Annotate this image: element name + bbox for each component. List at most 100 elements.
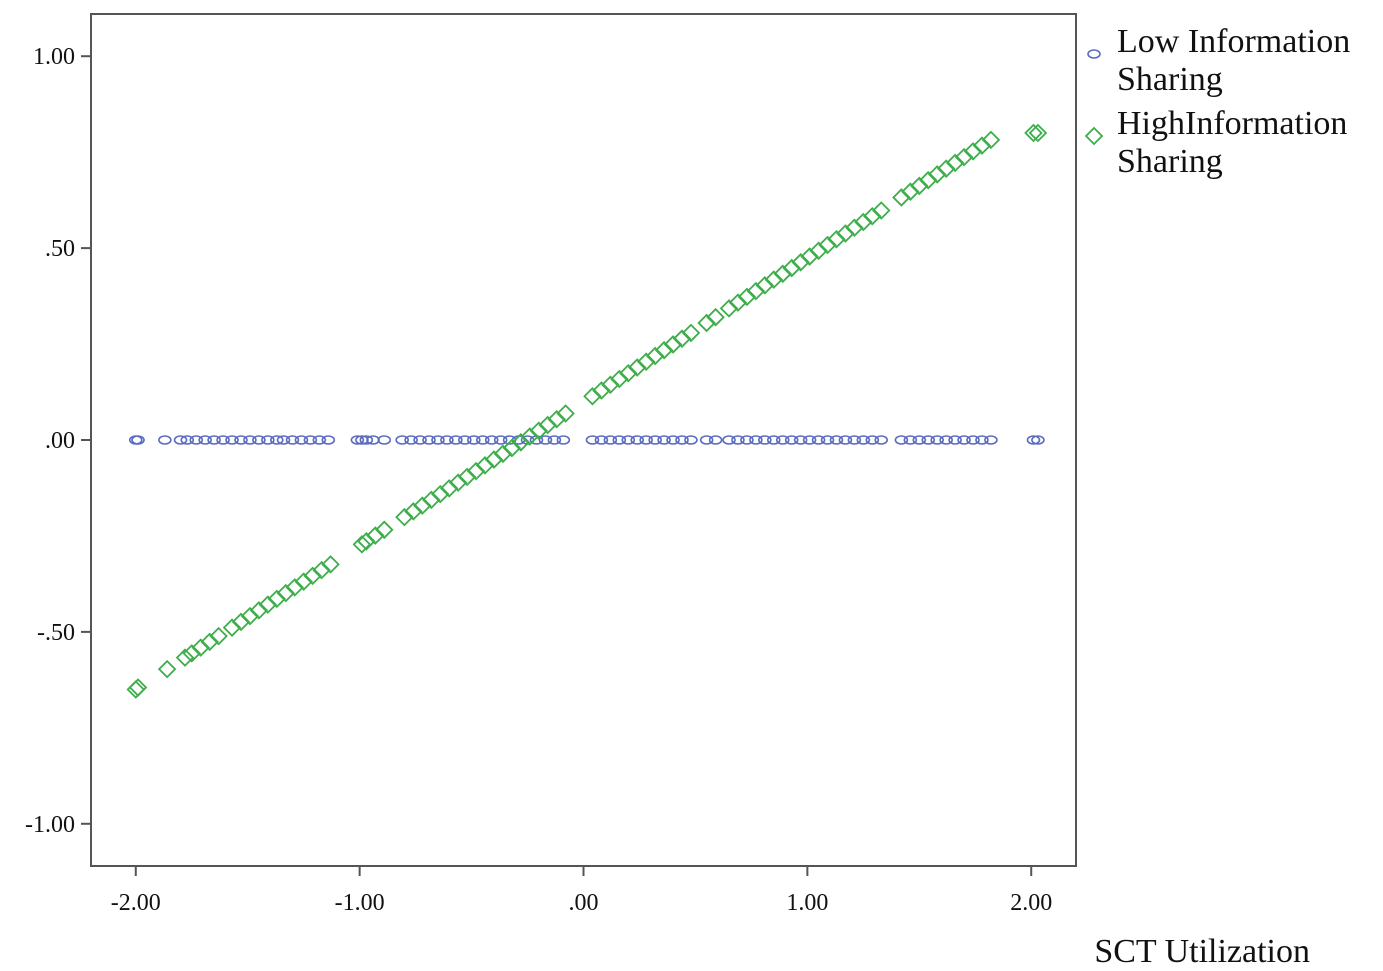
legend-label: Sharing — [1117, 61, 1223, 98]
diamond-point — [395, 507, 414, 527]
circle-point — [657, 435, 671, 445]
diamond-point — [276, 583, 296, 603]
diamond-point — [719, 299, 739, 318]
diamond-point — [556, 404, 575, 423]
circle-point — [585, 435, 600, 445]
circle-point — [975, 435, 989, 445]
diamond-point — [737, 287, 757, 307]
circle-point — [180, 435, 195, 445]
diamond-point — [610, 369, 629, 389]
diamond-point — [294, 572, 313, 591]
y-tick-label: .00 — [45, 428, 75, 454]
diamond-point — [901, 182, 920, 201]
circle-point — [740, 435, 754, 445]
diamond-point — [636, 352, 656, 371]
circle-point — [377, 435, 392, 445]
circle-point — [556, 435, 571, 445]
circle-point — [207, 435, 221, 445]
circle-point — [921, 435, 936, 445]
circle-point — [350, 435, 365, 445]
circle-point — [158, 435, 172, 445]
diamond-point — [231, 612, 251, 632]
x-tick-label: 1.00 — [786, 890, 828, 916]
diamond-point — [927, 165, 947, 184]
diamond-point — [791, 253, 810, 272]
circle-point — [708, 435, 723, 445]
diamond-point — [728, 293, 748, 312]
circle-point — [276, 435, 291, 445]
diamond-point — [321, 555, 340, 574]
legend: Low InformationSharingHighInformationSha… — [1084, 23, 1350, 180]
circle-point — [440, 435, 454, 445]
circle-point — [820, 435, 835, 445]
circle-point — [758, 435, 772, 445]
diamond-point — [520, 427, 540, 446]
circle-point — [538, 435, 553, 445]
circle-point — [984, 435, 998, 445]
circle-point — [948, 435, 962, 445]
diamond-point — [191, 638, 210, 657]
diamond-point — [285, 578, 304, 597]
legend-label: Sharing — [1117, 143, 1223, 180]
circle-point — [404, 435, 418, 445]
diamond-point — [663, 335, 683, 354]
legend-marker-circle — [1087, 49, 1101, 59]
diamond-point — [755, 276, 775, 295]
y-axis: 1.00 .50 .00 -.50 -1.00 — [25, 44, 91, 838]
circle-point — [198, 435, 212, 445]
diamond-point — [466, 461, 486, 481]
circle-point — [639, 435, 653, 445]
circle-point — [449, 435, 463, 445]
diamond-point — [945, 153, 965, 173]
diamond-point — [845, 218, 864, 238]
circle-point — [359, 435, 374, 445]
circle-point — [874, 435, 889, 445]
circle-point — [603, 435, 618, 445]
diamond-point — [854, 212, 873, 232]
circle-point — [829, 435, 844, 445]
diamond-point — [954, 147, 974, 167]
circle-point — [894, 435, 909, 445]
diamond-point — [175, 648, 195, 667]
diamond-point — [800, 247, 819, 266]
diamond-point — [422, 490, 441, 510]
diamond-point — [619, 363, 638, 383]
diamond-point — [627, 358, 647, 377]
diamond-point — [697, 313, 716, 333]
diamond-point — [592, 381, 611, 400]
diamond-point — [818, 235, 837, 255]
y-tick-label: -1.00 — [25, 812, 75, 838]
diamond-point — [240, 606, 260, 626]
y-tick-label: -.50 — [37, 620, 75, 646]
diamond-point — [413, 496, 432, 515]
diamond-point — [672, 329, 692, 348]
diamond-point — [249, 601, 269, 620]
circle-point — [775, 435, 790, 445]
circle-point — [189, 435, 204, 445]
circle-point — [243, 435, 257, 445]
circle-point — [699, 435, 714, 445]
diamond-point — [863, 206, 882, 226]
diamond-point — [529, 421, 548, 441]
circle-point — [458, 435, 472, 445]
diamond-point — [583, 386, 602, 406]
x-axis: -2.00 -1.00 .00 1.00 2.00 — [111, 866, 1052, 916]
circle-point — [722, 435, 736, 445]
diamond-point — [182, 644, 202, 663]
x-tick-label: 2.00 — [1010, 890, 1052, 916]
diamond-point — [511, 433, 531, 452]
diamond-point — [374, 520, 394, 540]
diamond-point — [892, 188, 911, 207]
circle-point — [856, 435, 871, 445]
diamond-point — [910, 176, 929, 196]
circle-point — [547, 435, 562, 445]
circle-point — [484, 435, 499, 445]
circle-point — [793, 435, 808, 445]
circle-point — [173, 435, 188, 445]
diamond-point — [493, 444, 513, 464]
circle-point — [838, 435, 853, 445]
circle-point — [912, 435, 927, 445]
circle-point — [493, 435, 508, 445]
